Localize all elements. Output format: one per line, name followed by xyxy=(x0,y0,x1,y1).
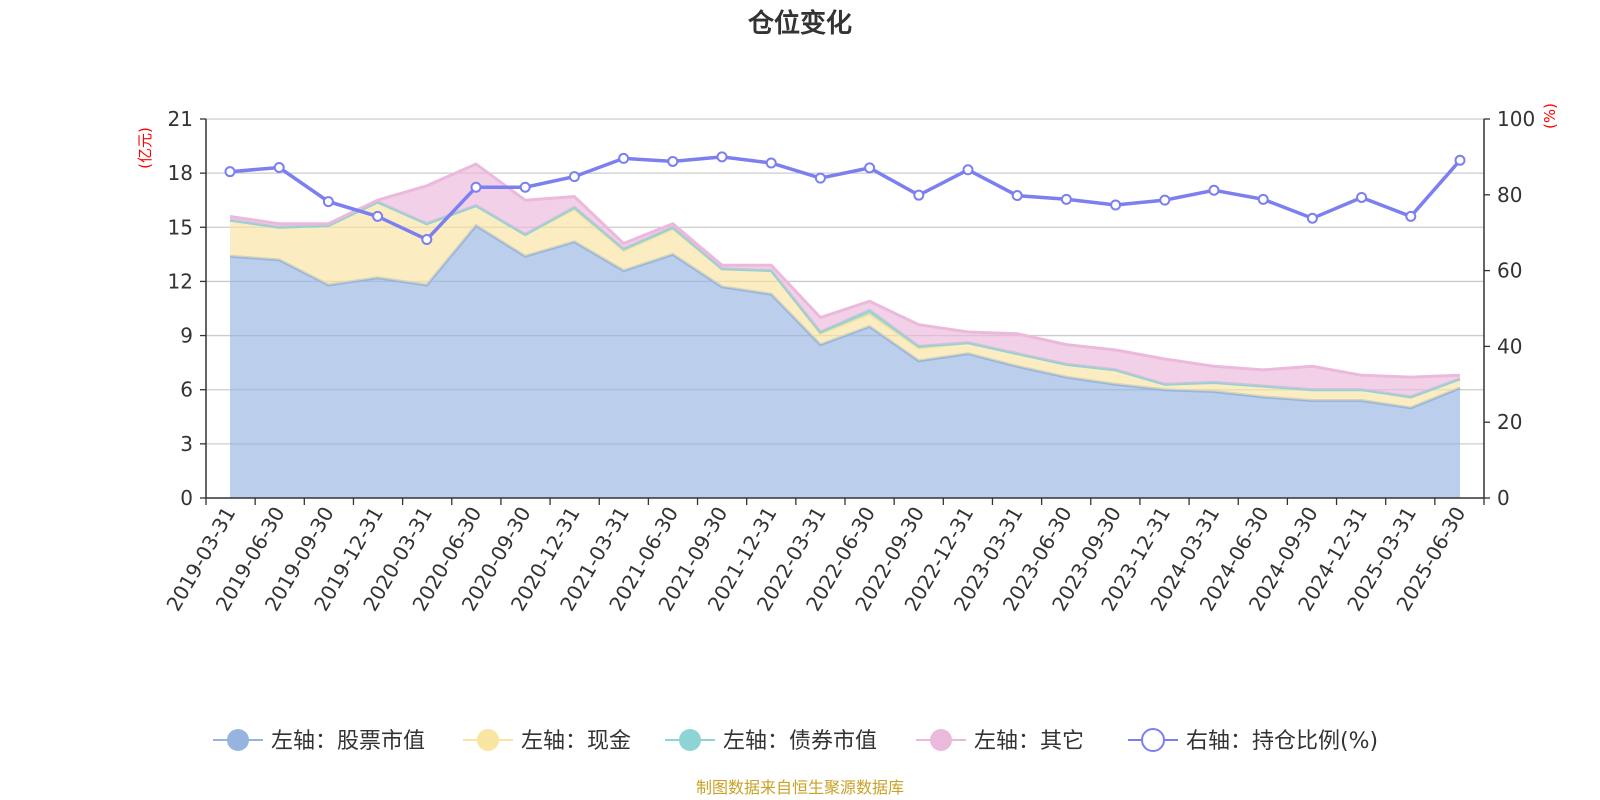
left-axis-tick-label: 15 xyxy=(168,215,193,239)
ratio-point xyxy=(618,152,630,164)
left-axis-tick-label: 6 xyxy=(180,378,193,402)
ratio-point xyxy=(273,162,285,174)
legend-circle-icon xyxy=(679,729,701,751)
area-edge-series-4 xyxy=(229,162,1461,379)
data-source-note: 制图数据来自恒生聚源数据库 xyxy=(696,778,904,797)
ratio-point xyxy=(913,189,925,201)
ratio-point xyxy=(814,172,826,184)
stacked-areas xyxy=(229,162,1461,498)
left-axis-tick-label: 3 xyxy=(180,432,193,456)
ratio-point xyxy=(864,162,876,174)
ratio-point xyxy=(667,155,679,167)
legend-circle-icon xyxy=(477,729,499,751)
left-axis-tick-label: 0 xyxy=(180,486,193,510)
left-axis-tick-label: 12 xyxy=(168,269,193,293)
ratio-line xyxy=(224,151,1466,246)
legend-circle-icon xyxy=(930,729,952,751)
legend-label: 左轴：现金 xyxy=(521,729,631,754)
legend-item-3: 左轴：债券市值 xyxy=(665,729,877,754)
right-axis-tick-label: 60 xyxy=(1497,259,1522,283)
right-axis-unit-label: (%) xyxy=(1541,103,1559,129)
ratio-point xyxy=(224,166,236,178)
legend-item-4: 左轴：其它 xyxy=(916,729,1084,754)
ratio-point xyxy=(716,151,728,163)
ratio-point xyxy=(322,196,334,208)
ratio-point xyxy=(1011,190,1023,202)
legend-item-5: 右轴：持仓比例(%) xyxy=(1128,728,1378,754)
left-axis-tick-label: 18 xyxy=(168,161,193,185)
left-axis-tick-label: 21 xyxy=(168,107,193,131)
ratio-point xyxy=(519,181,531,193)
left-axis-unit-label: (亿元) xyxy=(136,127,154,169)
ratio-point xyxy=(568,171,580,183)
legend-hollow-circle-icon xyxy=(1141,728,1165,752)
ratio-point xyxy=(765,157,777,169)
legend-item-2: 左轴：现金 xyxy=(463,729,631,754)
ratio-point xyxy=(421,234,433,246)
ratio-point xyxy=(1060,193,1072,205)
ratio-point xyxy=(1356,191,1368,203)
right-axis-tick-label: 20 xyxy=(1497,410,1522,434)
legend-label: 左轴：股票市值 xyxy=(271,729,425,754)
legend-circle-icon xyxy=(227,729,249,751)
ratio-point xyxy=(372,210,384,222)
ratio-point xyxy=(1110,199,1122,211)
right-axis-tick-label: 0 xyxy=(1497,486,1510,510)
area-series-2 xyxy=(230,202,1460,408)
left-axis-tick-label: 9 xyxy=(180,324,193,348)
legend: 左轴：股票市值 左轴：现金 左轴：债券市值 左轴：其它 右轴：持仓比例(%) xyxy=(213,728,1378,754)
ratio-point xyxy=(1159,194,1171,206)
ratio-line-path xyxy=(229,155,1462,242)
ratio-point xyxy=(1208,184,1220,196)
ratio-point xyxy=(1454,154,1466,166)
chart-title: 仓位变化 xyxy=(747,8,852,39)
ratio-point xyxy=(1405,210,1417,222)
ratio-point xyxy=(962,164,974,176)
ratio-point xyxy=(1257,193,1269,205)
right-axis-tick-label: 100 xyxy=(1497,107,1535,131)
legend-label: 右轴：持仓比例(%) xyxy=(1186,729,1378,754)
legend-item-1: 左轴：股票市值 xyxy=(213,729,425,754)
right-axis-tick-label: 80 xyxy=(1497,183,1522,207)
legend-label: 左轴：其它 xyxy=(974,729,1084,754)
area-series-4 xyxy=(230,164,1460,397)
ratio-point xyxy=(1306,212,1318,224)
area-series-1 xyxy=(230,225,1460,498)
ratio-point xyxy=(470,181,482,193)
legend-label: 左轴：债券市值 xyxy=(723,729,877,754)
right-axis-tick-label: 40 xyxy=(1497,334,1522,358)
